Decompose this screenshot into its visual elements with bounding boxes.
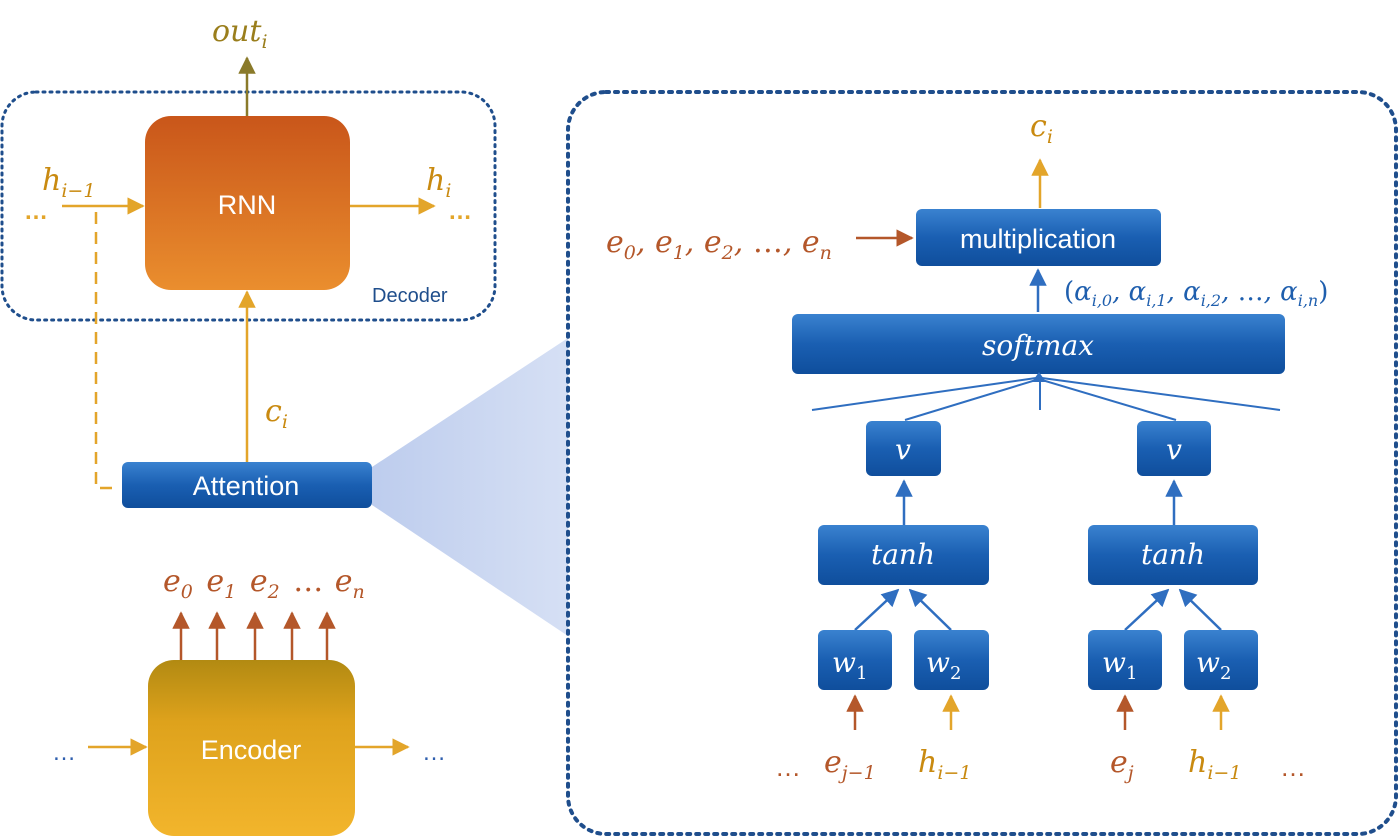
decoder-title: Decoder bbox=[372, 285, 448, 307]
right-input-e: ej bbox=[1110, 745, 1134, 784]
hidden-in-label: hi−1 bbox=[42, 163, 95, 202]
attention-label: Attention bbox=[193, 471, 300, 501]
hidden-out-label: hi bbox=[426, 163, 451, 202]
softmax-block bbox=[792, 314, 1285, 374]
rnn-label: RNN bbox=[218, 190, 277, 220]
w1-block-right bbox=[1088, 630, 1162, 690]
attention-detail-frame bbox=[566, 90, 1398, 836]
w2-label-left: w2 bbox=[926, 646, 961, 684]
hidden-to-attention-dashed bbox=[94, 212, 120, 490]
w2-to-tanh-arrow-left bbox=[908, 588, 952, 631]
w2-to-tanh-arrow-right bbox=[1178, 588, 1222, 631]
encoder-output-arrows bbox=[172, 611, 336, 662]
encoder-outputs: e0 e1 e2 … en bbox=[163, 564, 365, 606]
tanh-block-left bbox=[818, 525, 989, 585]
w1-to-tanh-arrow-left bbox=[854, 588, 900, 631]
encoder-right-ellipsis: … bbox=[422, 739, 446, 766]
softmax-fan-arrow bbox=[1032, 372, 1046, 382]
v-block-left bbox=[866, 421, 941, 476]
v-label-right: v bbox=[1166, 433, 1182, 466]
rnn-block bbox=[145, 116, 350, 290]
decoder-left-ellipsis: … bbox=[24, 198, 48, 225]
encoder-left-ellipsis: … bbox=[52, 739, 76, 766]
left-input-ellipsis: … bbox=[775, 752, 801, 782]
softmax-fan-in bbox=[811, 377, 1281, 421]
left-input-h: hi−1 bbox=[918, 745, 971, 784]
tanh-label-right: tanh bbox=[1141, 538, 1205, 571]
right-input-h: hi−1 bbox=[1188, 745, 1241, 784]
multiplication-block bbox=[916, 209, 1161, 266]
alphas-label: (αi,0, αi,1, αi,2, …, αi,n) bbox=[1064, 277, 1328, 310]
w1-block-left bbox=[818, 630, 892, 690]
w2-block-left bbox=[914, 630, 989, 690]
decoder-frame bbox=[0, 90, 497, 322]
v-label-left: v bbox=[895, 433, 911, 466]
detail-encoder-states: e0, e1, e2, …, en bbox=[606, 225, 832, 264]
out-label: outi bbox=[212, 14, 268, 53]
detail-context-label: ci bbox=[1030, 109, 1053, 148]
v-block-right bbox=[1137, 421, 1211, 476]
encoder-label: Encoder bbox=[201, 735, 302, 765]
context-label: ci bbox=[265, 394, 288, 433]
w2-block-right bbox=[1184, 630, 1258, 690]
encoder-block bbox=[148, 660, 355, 836]
w1-to-tanh-arrow-right bbox=[1124, 588, 1170, 631]
attention-block bbox=[122, 462, 372, 508]
w2-label-right: w2 bbox=[1196, 646, 1231, 684]
zoom-wedge bbox=[372, 338, 568, 636]
decoder-right-ellipsis: … bbox=[448, 198, 472, 225]
tanh-label-left: tanh bbox=[871, 538, 935, 571]
softmax-label: softmax bbox=[982, 329, 1094, 362]
tanh-block-right bbox=[1088, 525, 1258, 585]
w1-label-right: w1 bbox=[1102, 646, 1137, 684]
w1-label-left: w1 bbox=[832, 646, 867, 684]
multiplication-label: multiplication bbox=[960, 224, 1116, 254]
left-input-e: ej−1 bbox=[824, 745, 876, 784]
right-input-ellipsis: … bbox=[1280, 752, 1306, 782]
